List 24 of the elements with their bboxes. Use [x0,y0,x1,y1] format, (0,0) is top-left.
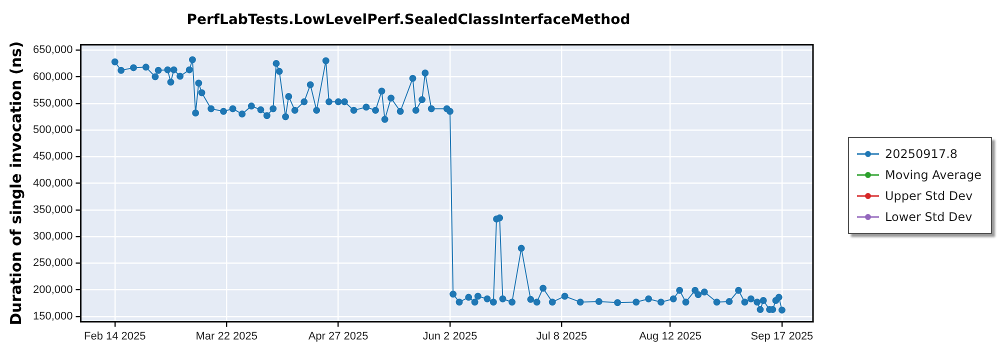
chart-title: PerfLabTests.LowLevelPerf.SealedClassInterfaceMethod [186,12,630,28]
y-tick-label: 450,000 [32,150,73,163]
y-tick-label: 500,000 [32,124,73,136]
y-tick-label: 600,000 [32,70,73,83]
x-tick-label: Aug 12 2025 [639,330,702,342]
y-axis-title: Duration of single invocation (ns) [6,41,25,326]
y-tick-label: 250,000 [32,257,73,270]
y-tick-label: 650,000 [32,44,73,56]
y-tick-label: 200,000 [32,284,73,296]
legend-label: Upper Std Dev [885,188,973,202]
y-tick-label: 350,000 [32,204,73,216]
y-tick-label: 150,000 [32,310,73,323]
y-tick-label: 300,000 [32,230,73,243]
x-tick-label: Jun 2 2025 [422,330,478,342]
x-tick-label: Apr 27 2025 [308,330,368,342]
x-tick-label: Jul 8 2025 [536,330,588,342]
x-tick-label: Mar 22 2025 [196,330,258,342]
x-tick-label: Feb 14 2025 [84,330,146,342]
x-tick-label: Sep 17 2025 [750,330,814,342]
legend-label: Moving Average [885,168,982,182]
legend-label: Lower Std Dev [885,210,972,224]
y-tick-label: 550,000 [32,97,73,110]
y-tick-label: 400,000 [32,177,73,190]
legend-label: 20250917.8 [885,146,958,160]
